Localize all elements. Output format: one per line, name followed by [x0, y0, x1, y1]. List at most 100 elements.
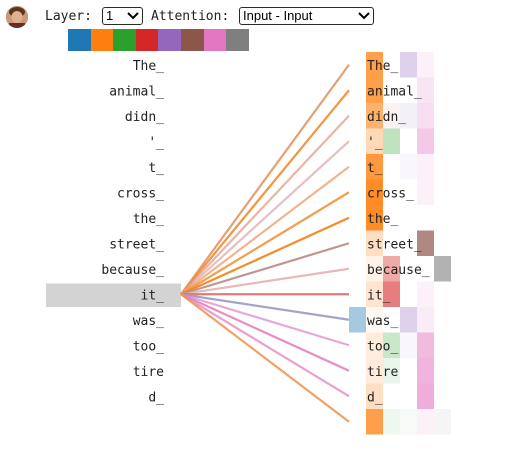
attention-cell: [366, 128, 383, 154]
attention-line: [180, 242, 350, 296]
attention-cell: [400, 52, 417, 78]
attention-cell: [383, 128, 400, 154]
attention-cell: [366, 332, 383, 358]
head-swatch-4[interactable]: [158, 29, 182, 51]
attention-select-value: Input - Input: [243, 8, 313, 23]
attention-cell: [366, 179, 383, 205]
head-swatch-3[interactable]: [135, 29, 159, 51]
attention-cell: [349, 307, 366, 333]
head-swatch-2[interactable]: [113, 29, 137, 51]
attention-cell: [366, 154, 383, 180]
attention-cell: [417, 128, 434, 154]
attention-cell: [417, 179, 434, 205]
attention-cell: [366, 52, 383, 78]
attention-cell: [366, 77, 383, 103]
attention-cell: [417, 77, 434, 103]
attention-cell: [383, 358, 400, 384]
attention-cell: [417, 409, 434, 435]
head-swatch-7[interactable]: [226, 29, 250, 51]
head-swatch-1[interactable]: [90, 29, 114, 51]
left-token[interactable]: tire: [133, 365, 164, 380]
layer-select-value: 1: [106, 8, 114, 23]
right-token[interactable]: because_: [367, 263, 430, 278]
controls-header: Layer: 1 Attention: Input - Input: [0, 0, 518, 30]
head-swatch-6[interactable]: [203, 29, 227, 51]
attention-cell: [366, 281, 383, 307]
attention-select[interactable]: Input - Input: [239, 7, 374, 25]
avatar: [6, 6, 28, 28]
attention-line: [180, 293, 350, 423]
attention-cell: [400, 103, 417, 129]
attention-cell: [366, 103, 383, 129]
attention-line: [180, 267, 350, 296]
left-token[interactable]: it_: [141, 288, 165, 303]
attention-cell: [400, 154, 417, 180]
layer-select[interactable]: 1: [102, 7, 143, 25]
attention-cell: [366, 230, 383, 256]
layer-label: Layer:: [45, 9, 92, 24]
right-token[interactable]: didn_: [367, 110, 406, 125]
left-token[interactable]: street_: [109, 237, 164, 252]
attention-cell: [417, 103, 434, 129]
attention-line: [180, 293, 350, 347]
attention-cell: [417, 358, 434, 384]
attention-cell: [383, 332, 400, 358]
left-token[interactable]: t_: [148, 161, 164, 176]
attention-cell: [366, 358, 383, 384]
chevron-down-icon: [127, 12, 139, 20]
attention-cell: [400, 409, 417, 435]
left-token[interactable]: because_: [101, 263, 164, 278]
right-token[interactable]: was_: [367, 314, 398, 329]
attention-cell: [383, 281, 400, 307]
left-token[interactable]: The_: [133, 59, 164, 74]
selected-token-highlight: [46, 283, 181, 307]
left-token[interactable]: animal_: [109, 84, 164, 99]
attention-cell: [434, 256, 451, 282]
attention-cell: [417, 307, 434, 333]
right-token[interactable]: too_: [367, 339, 398, 354]
right-token[interactable]: The_: [367, 59, 398, 74]
right-token[interactable]: tire: [367, 365, 398, 380]
attention-line: [180, 140, 350, 296]
attention-line: [180, 89, 350, 295]
right-token[interactable]: it_: [367, 288, 391, 303]
attention-cell: [383, 103, 400, 129]
attention-cell: [383, 409, 400, 435]
right-token[interactable]: cross_: [367, 186, 414, 201]
attention-cell: [366, 307, 383, 333]
left-token[interactable]: cross_: [117, 186, 164, 201]
right-token[interactable]: t_: [367, 161, 383, 176]
right-token[interactable]: street_: [367, 237, 422, 252]
right-token[interactable]: animal_: [367, 84, 422, 99]
attention-line: [180, 216, 350, 296]
attention-cell: [417, 383, 434, 409]
attention-cell: [417, 332, 434, 358]
right-token[interactable]: d_: [367, 390, 383, 405]
right-token[interactable]: the_: [367, 212, 398, 227]
attention-line: [180, 165, 350, 296]
attention-cell: [434, 409, 451, 435]
attention-cell: [417, 154, 434, 180]
attention-cell: [366, 409, 383, 435]
attention-cell: [400, 307, 417, 333]
attention-cell: [417, 281, 434, 307]
attention-cell: [417, 230, 434, 256]
left-token[interactable]: didn_: [125, 110, 164, 125]
chevron-down-icon: [358, 12, 370, 20]
left-token[interactable]: was_: [133, 314, 164, 329]
left-token[interactable]: d_: [148, 390, 164, 405]
head-swatch-5[interactable]: [181, 29, 204, 51]
attention-line: [180, 293, 350, 321]
left-token[interactable]: too_: [133, 339, 164, 354]
attention-cell: [366, 383, 383, 409]
left-token[interactable]: '_: [148, 135, 164, 150]
head-swatch-0[interactable]: [68, 29, 91, 51]
attention-line: [180, 114, 350, 296]
attention-cell: [417, 52, 434, 78]
attention-cell: [366, 205, 383, 231]
right-token[interactable]: '_: [367, 135, 383, 150]
left-token[interactable]: the_: [133, 212, 164, 227]
attention-cell: [400, 332, 417, 358]
attention-line: [180, 293, 350, 372]
